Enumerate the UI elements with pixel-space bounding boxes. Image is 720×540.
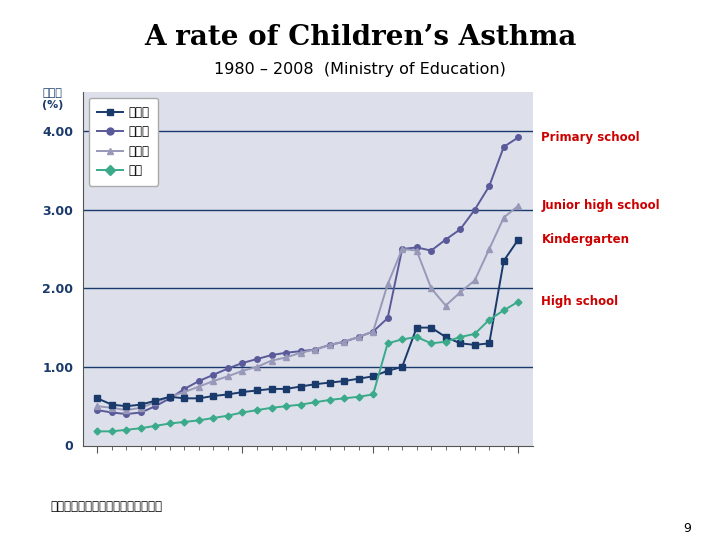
Text: Kindergarten: Kindergarten — [541, 233, 629, 246]
Text: 1980 – 2008  (Ministry of Education): 1980 – 2008 (Ministry of Education) — [214, 62, 506, 77]
Text: 出典：文部科学省「学校保健統計」: 出典：文部科学省「学校保健統計」 — [50, 500, 163, 514]
Text: 被患率
(%): 被患率 (%) — [42, 88, 63, 110]
Text: Primary school: Primary school — [541, 131, 640, 144]
Text: High school: High school — [541, 295, 618, 308]
Text: A rate of Children’s Asthma: A rate of Children’s Asthma — [144, 24, 576, 51]
Text: 9: 9 — [683, 522, 691, 535]
Legend: 幼稚園, 小学校, 中学校, 高校: 幼稚園, 小学校, 中学校, 高校 — [89, 98, 158, 186]
Text: Junior high school: Junior high school — [541, 199, 660, 212]
